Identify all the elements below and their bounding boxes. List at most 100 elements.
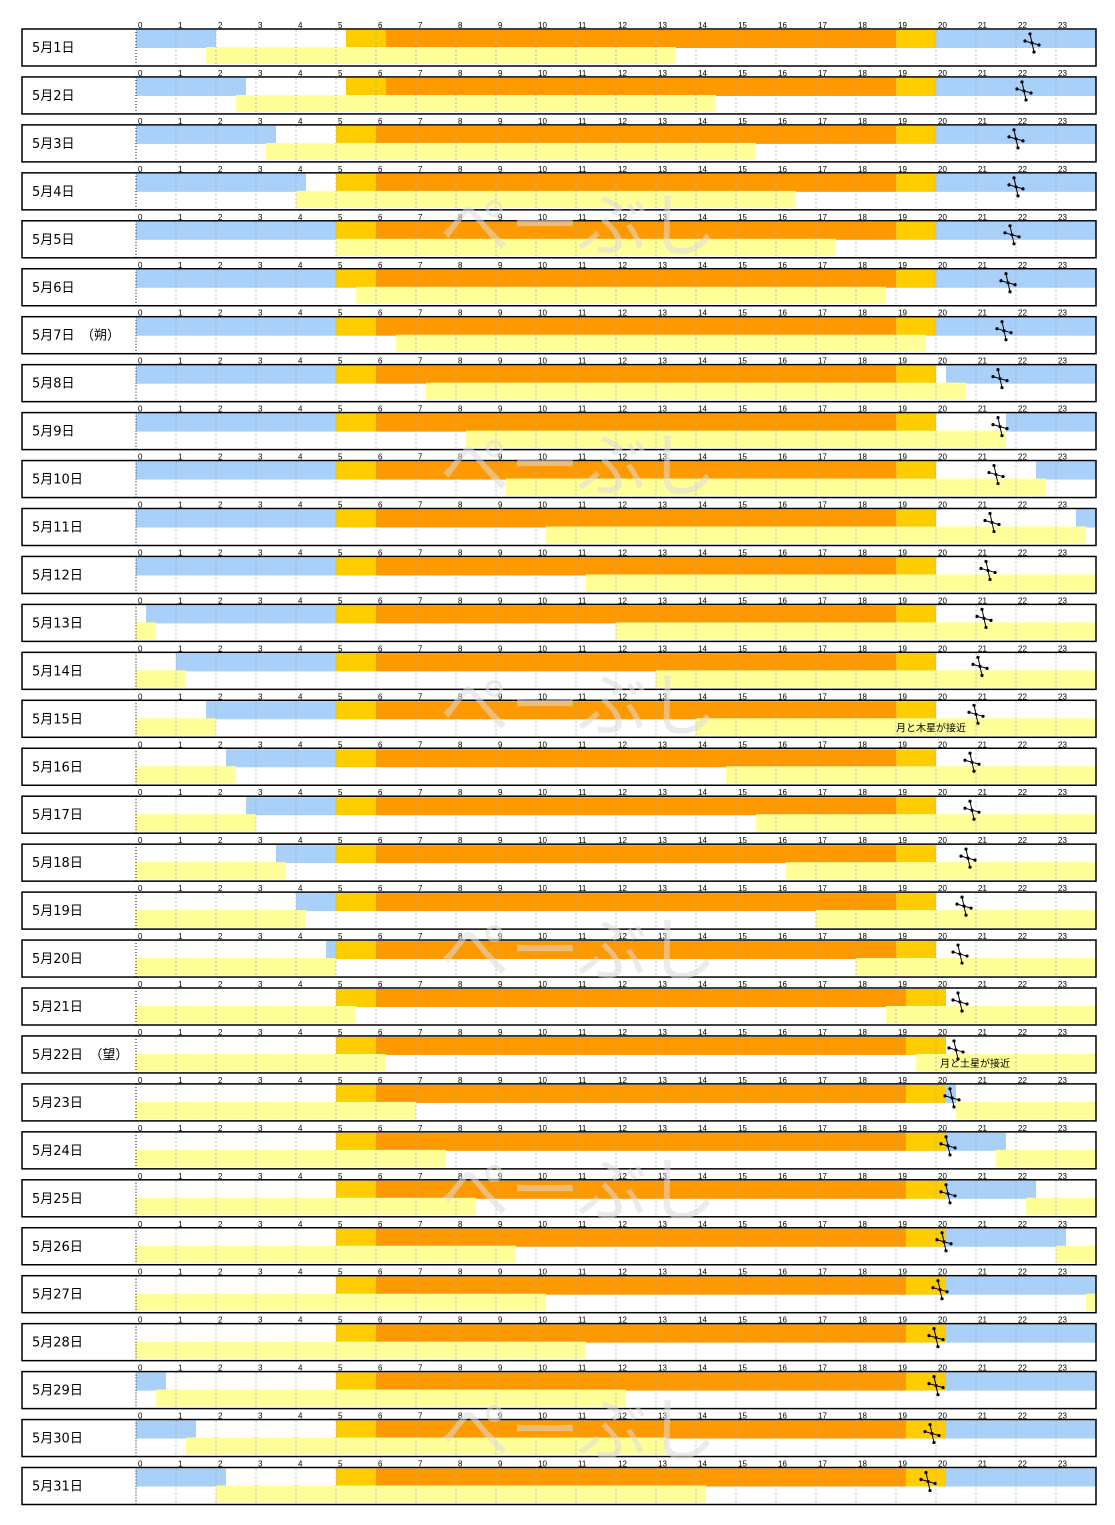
jupiter-icon-dot (927, 1334, 931, 1338)
hour-tick-label: 18 (858, 213, 867, 222)
hour-tick-label: 23 (1058, 69, 1067, 78)
hour-tick-label: 0 (138, 1460, 143, 1469)
hour-tick-label: 0 (138, 884, 143, 893)
hour-tick-label: 10 (538, 644, 547, 653)
hour-tick-label: 21 (978, 1172, 987, 1181)
night-bar (246, 797, 336, 816)
hour-tick-label: 14 (698, 836, 707, 845)
jupiter-icon-dot (1007, 135, 1011, 139)
jupiter-icon-dot (970, 760, 974, 764)
hour-tick-label: 18 (858, 692, 867, 701)
hour-tick-label: 5 (338, 644, 343, 653)
daylight-bar (376, 653, 896, 672)
jupiter-icon-dot (1005, 379, 1009, 383)
hour-tick-label: 11 (578, 1124, 587, 1133)
jupiter-icon-dot (932, 1375, 936, 1379)
hour-tick-label: 21 (978, 453, 987, 462)
hour-tick-label: 16 (778, 1412, 787, 1421)
hour-tick-label: 5 (338, 740, 343, 749)
hour-tick-label: 20 (938, 1412, 947, 1421)
hour-tick-label: 1 (178, 884, 183, 893)
jupiter-icon-dot (960, 895, 964, 899)
jupiter-icon-dot (976, 655, 980, 659)
hour-tick-label: 22 (1018, 596, 1027, 605)
daylight-bar (376, 845, 896, 864)
jupiter-icon-dot (943, 1094, 947, 1098)
jupiter-icon-dot (958, 1000, 962, 1004)
hour-tick-label: 19 (898, 405, 907, 414)
jupiter-icon-dot (978, 664, 982, 668)
hour-tick-label: 16 (778, 596, 787, 605)
hour-tick-label: 22 (1018, 261, 1027, 270)
jupiter-icon-dot (953, 1146, 957, 1150)
jupiter-icon (951, 943, 969, 965)
hour-tick-label: 11 (578, 884, 587, 893)
daylight-bar (376, 1180, 906, 1199)
day-row: 0 1 2 3 4 5 6 7 8 9 10 11 12 13 14 15 16 17 18 19 20 21 22 235月… (21, 213, 1097, 259)
hour-tick-label: 16 (778, 692, 787, 701)
jupiter-icon (999, 272, 1017, 294)
day-row: 0 1 2 3 4 5 6 7 8 9 10 11 12 13 14 15 16 17 18 19 20 21 22 235月… (21, 1076, 1097, 1122)
hour-tick-label: 16 (778, 69, 787, 78)
hour-tick-label: 11 (578, 501, 587, 510)
hour-tick-label: 13 (658, 453, 667, 462)
night-bar (1036, 461, 1096, 480)
hour-tick-label: 19 (898, 1268, 907, 1277)
hour-tick-label: 21 (978, 1316, 987, 1325)
hour-tick-label: 10 (538, 1172, 547, 1181)
hour-tick-label: 12 (618, 21, 627, 30)
jupiter-icon-dot (937, 1433, 941, 1438)
night-bar (136, 1468, 226, 1487)
hour-tick-label: 13 (658, 1220, 667, 1229)
hour-tick-label: 18 (858, 1028, 867, 1037)
jupiter-icon-dot (945, 1290, 949, 1294)
hour-tick-label: 18 (858, 788, 867, 797)
daylight-bar (376, 221, 896, 240)
hour-tick-label: 14 (698, 1412, 707, 1421)
hour-tick-label: 9 (498, 884, 503, 893)
hour-tick-label: 13 (658, 1316, 667, 1325)
jupiter-icon-dot (1007, 183, 1011, 187)
hour-tick-label: 7 (418, 117, 423, 126)
twilight-bar (336, 173, 376, 192)
hour-tick-label: 6 (378, 1364, 383, 1373)
twilight-bar (906, 1228, 946, 1247)
jupiter-icon (947, 1039, 965, 1061)
hour-tick-label: 6 (378, 1316, 383, 1325)
hour-tick-label: 7 (418, 1268, 423, 1277)
hour-tick-label: 19 (898, 1028, 907, 1037)
hour-tick-label: 2 (218, 213, 223, 222)
hour-tick-label: 23 (1058, 1028, 1067, 1037)
jupiter-icon-dot (968, 865, 972, 869)
hour-tick-label: 23 (1058, 21, 1067, 30)
jupiter-icon-dot (984, 559, 988, 564)
jupiter-icon-dot (924, 1470, 928, 1475)
hour-tick-label: 13 (658, 69, 667, 78)
hour-tick-label: 11 (578, 596, 587, 605)
jupiter-icon-dot (949, 1242, 953, 1246)
jupiter-icon (1015, 80, 1033, 102)
hour-tick-label: 18 (858, 836, 867, 845)
jupiter-icon-dot (1012, 128, 1016, 132)
row-border (21, 459, 1097, 499)
hour-tick-label: 10 (538, 453, 547, 462)
twilight-bar (896, 269, 936, 288)
hour-tick-label: 18 (858, 453, 867, 462)
hour-tick-label: 6 (378, 788, 383, 797)
date-label: 5月2日 (32, 89, 75, 104)
hour-tick-label: 18 (858, 1316, 867, 1325)
hour-tick-label: 1 (178, 1364, 183, 1373)
night-bar (946, 1468, 1096, 1487)
daylight-bar (376, 1468, 906, 1487)
day-row: 0 1 2 3 4 5 6 7 8 9 10 11 12 13 14 15 16 17 18 19 20 21 22 235月… (21, 357, 1097, 403)
hour-tick-label: 15 (738, 117, 747, 126)
twilight-bar (896, 317, 936, 336)
hour-tick-label: 18 (858, 548, 867, 557)
hour-tick-label: 23 (1058, 405, 1067, 414)
hour-tick-label: 15 (738, 1268, 747, 1277)
hour-tick-label: 11 (578, 309, 587, 318)
hour-tick-label: 1 (178, 692, 183, 701)
jupiter-icon-dot (955, 902, 959, 906)
hour-tick-label: 15 (738, 501, 747, 510)
hour-tick-label: 22 (1018, 548, 1027, 557)
